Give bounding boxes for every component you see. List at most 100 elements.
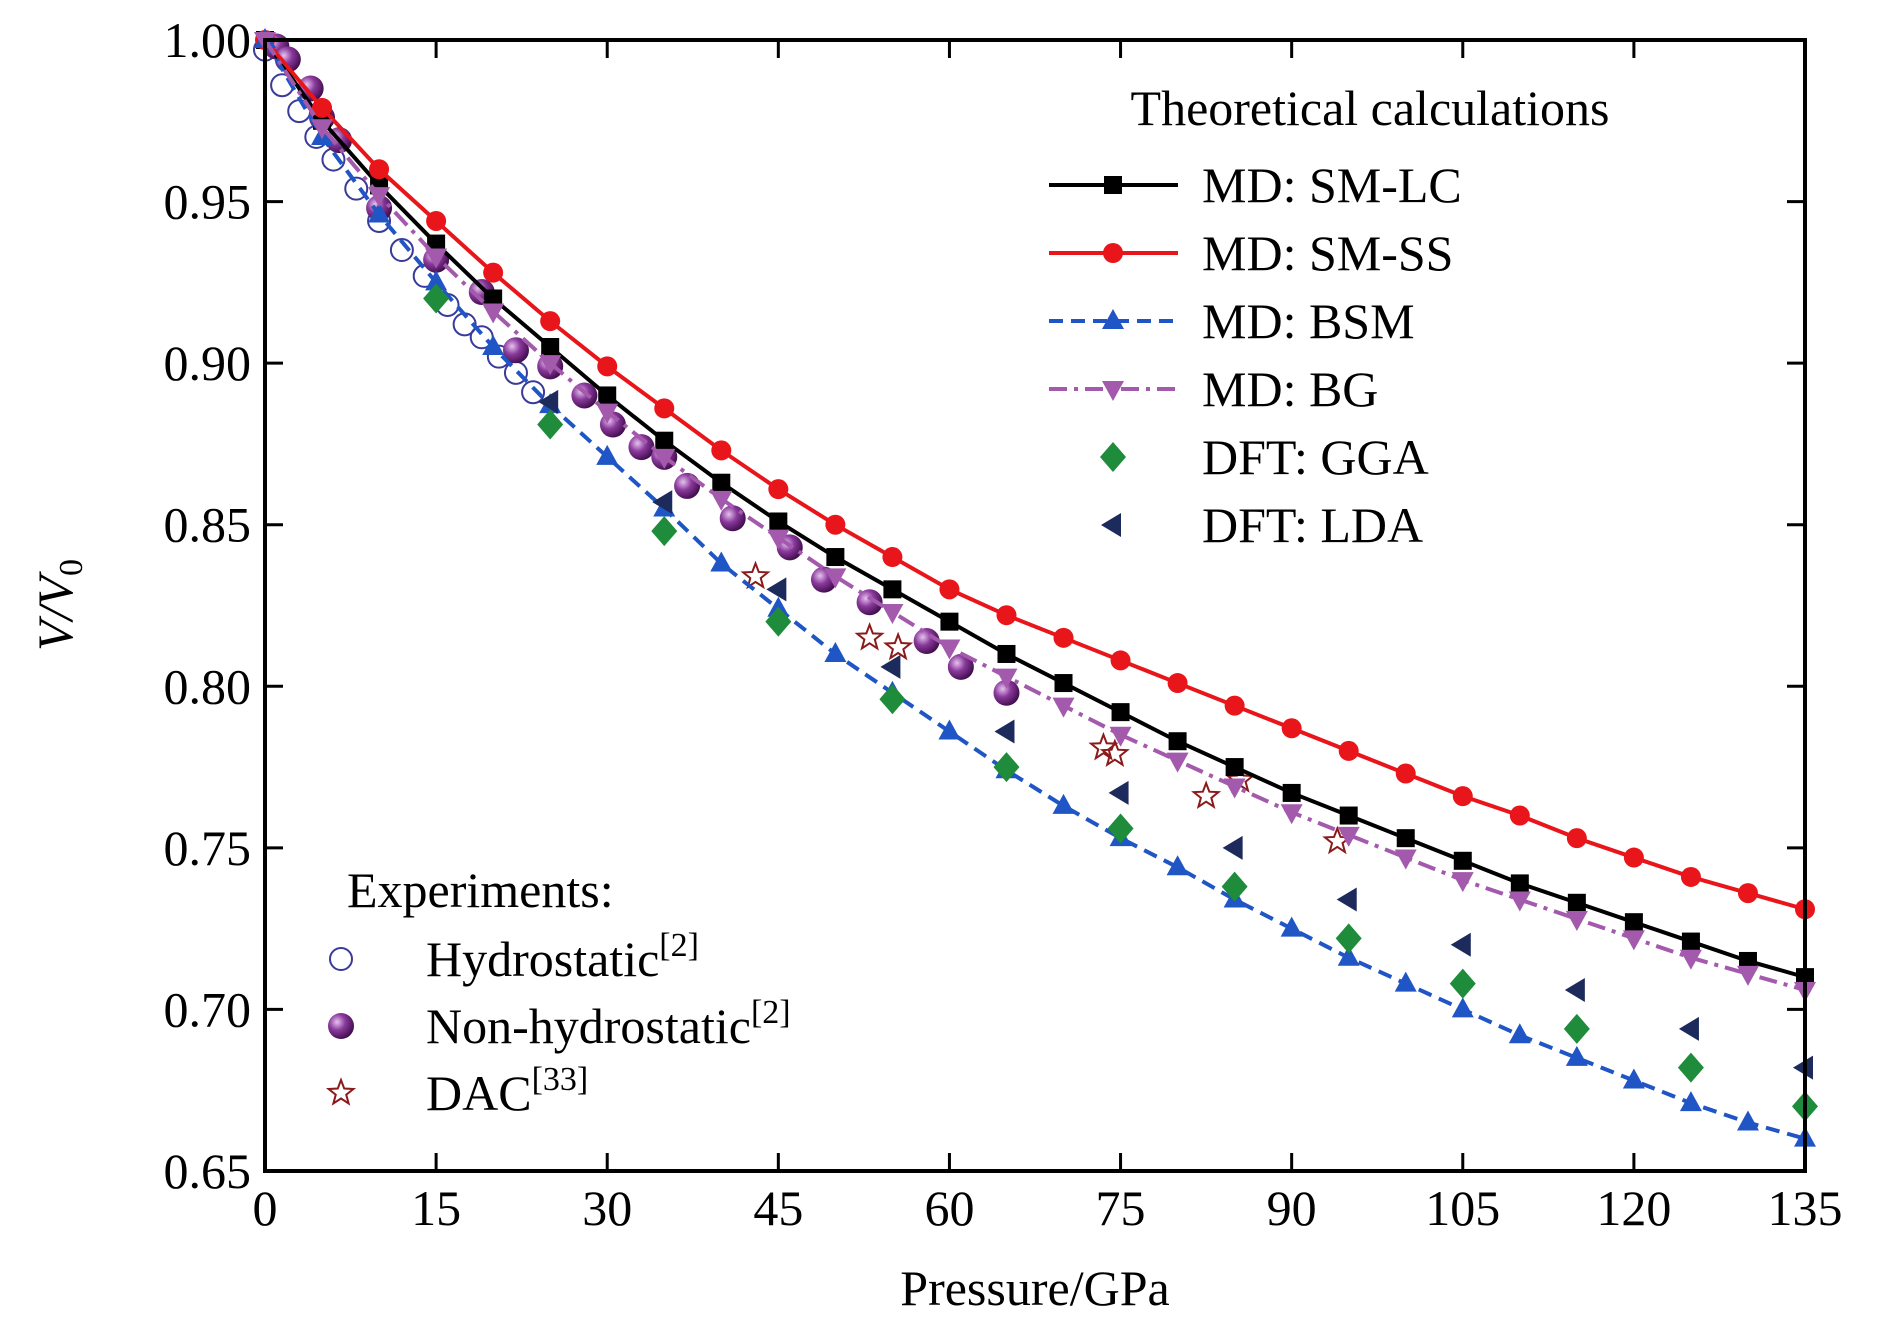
marker-circle — [1338, 740, 1359, 761]
marker-triangle-down — [710, 490, 733, 511]
marker-triangle-left — [538, 389, 559, 414]
legend-marker — [1102, 381, 1124, 401]
marker-diamond — [993, 752, 1020, 783]
marker-sphere — [502, 337, 529, 364]
marker-sphere — [674, 472, 701, 499]
marker-sphere — [913, 628, 940, 655]
marker-triangle-down — [1451, 872, 1474, 893]
marker-triangle-up — [1508, 1023, 1531, 1044]
marker-star — [740, 560, 771, 590]
marker-triangle-left — [1336, 887, 1357, 912]
legend-label: DFT: GGA — [1202, 429, 1429, 485]
marker-diamond — [537, 409, 564, 440]
legend-label: Hydrostatic[2] — [426, 927, 699, 987]
marker-diamond — [1677, 1052, 1704, 1083]
legend-marker — [1104, 176, 1122, 194]
marker-circle — [1737, 883, 1758, 904]
legend-marker — [1102, 309, 1124, 329]
marker-square — [1282, 783, 1301, 802]
marker-circle — [768, 479, 789, 500]
legend-label: MD: BG — [1202, 361, 1378, 417]
legend-marker — [1103, 243, 1123, 263]
marker-circle — [1053, 627, 1074, 648]
marker-circle — [483, 262, 504, 283]
marker-star — [1191, 780, 1222, 809]
marker-sphere — [856, 589, 883, 616]
marker-triangle-up — [1736, 1110, 1759, 1131]
marker-star — [1099, 738, 1130, 767]
marker-triangle-down — [881, 603, 904, 624]
marker-square — [826, 548, 845, 567]
experiment-legend-title: Experiments: — [347, 862, 614, 918]
marker-circle — [597, 356, 618, 377]
legend-name: DAC — [426, 1065, 532, 1121]
y-tick-label: 0.80 — [164, 658, 252, 714]
x-tick-label: 0 — [253, 1180, 278, 1236]
marker-square — [427, 234, 446, 253]
marker-circle — [312, 97, 333, 118]
marker-sphere — [947, 653, 974, 680]
marker-triangle-down — [539, 355, 562, 376]
y-tick-label: 0.65 — [164, 1143, 252, 1199]
marker-circle — [540, 311, 561, 332]
legend-reference: [2] — [659, 927, 699, 964]
marker-square — [940, 612, 959, 631]
plot-area — [253, 28, 1818, 1147]
marker-triangle-up — [1622, 1068, 1645, 1089]
x-tick-label: 45 — [753, 1180, 803, 1236]
marker-square — [883, 580, 902, 599]
marker-square — [1225, 758, 1244, 777]
marker-triangle-down — [596, 403, 619, 424]
marker-open-circle — [344, 176, 369, 201]
marker-diamond — [879, 684, 906, 715]
marker-diamond — [651, 516, 678, 547]
marker-triangle-down — [368, 187, 391, 208]
marker-square — [769, 512, 788, 531]
legend-label: MD: BSM — [1202, 293, 1415, 349]
marker-circle — [426, 210, 447, 231]
marker-square — [1168, 732, 1187, 751]
marker-circle — [882, 547, 903, 568]
marker-square — [1510, 874, 1529, 893]
marker-circle — [1452, 786, 1473, 807]
marker-diamond — [1449, 968, 1476, 999]
marker-triangle-down — [425, 248, 448, 269]
marker-triangle-down — [1166, 752, 1189, 773]
marker-triangle-up — [1337, 945, 1360, 966]
marker-triangle-left — [1678, 1016, 1699, 1041]
marker-triangle-down — [824, 568, 847, 589]
y-tick-label: 0.70 — [164, 981, 252, 1037]
legend-label: MD: SM-SS — [1202, 225, 1454, 281]
marker-triangle-up — [1166, 855, 1189, 876]
marker-triangle-down — [1394, 849, 1417, 870]
legend-label: DFT: LDA — [1202, 497, 1423, 553]
marker-circle — [939, 579, 960, 600]
marker-triangle-up — [1394, 971, 1417, 992]
legend-marker — [329, 947, 353, 971]
marker-diamond — [1335, 923, 1362, 954]
marker-sphere — [993, 679, 1020, 706]
y-tick-label: 0.95 — [164, 174, 252, 230]
marker-triangle-up — [1565, 1045, 1588, 1066]
marker-square — [1054, 674, 1073, 693]
series-line — [263, 38, 1806, 1141]
marker-circle — [825, 514, 846, 535]
marker-square — [1738, 951, 1757, 970]
marker-triangle-down — [1622, 930, 1645, 951]
marker-triangle-left — [1108, 780, 1129, 805]
marker-star — [883, 631, 914, 661]
legend-marker — [1101, 513, 1121, 537]
marker-triangle-up — [1451, 997, 1474, 1018]
marker-square — [541, 337, 560, 356]
marker-square — [712, 473, 731, 492]
marker-triangle-up — [425, 270, 448, 291]
x-tick-label: 105 — [1425, 1180, 1500, 1236]
y-axis-label-sub: 0 — [53, 559, 90, 576]
legend-label: DAC[33] — [426, 1061, 588, 1121]
marker-triangle-left — [1222, 835, 1243, 860]
marker-triangle-down — [1508, 891, 1531, 912]
x-tick-label: 90 — [1267, 1180, 1317, 1236]
marker-triangle-up — [1679, 1091, 1702, 1112]
marker-triangle-down — [938, 639, 961, 660]
marker-triangle-up — [596, 444, 619, 465]
